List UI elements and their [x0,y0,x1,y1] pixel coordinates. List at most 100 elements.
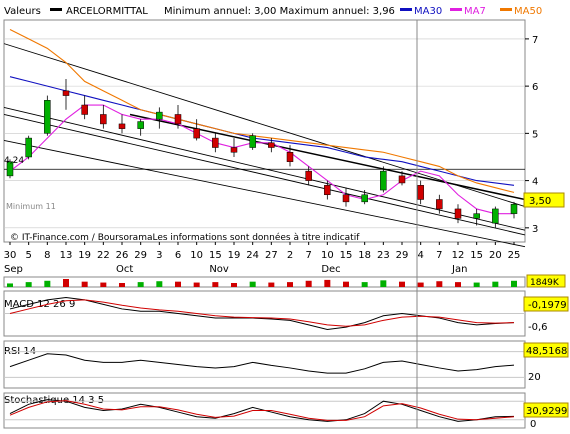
candle-body-24 [454,208,462,219]
ma-line-ma7 [9,104,514,215]
candle-body-15 [286,152,294,162]
rsi-value-box [523,342,569,358]
candle-body-18 [342,194,350,203]
stoch-value-box [523,402,569,418]
candle-body-6 [118,123,126,129]
volume-bar-1 [25,282,32,287]
candle-body-8 [156,111,163,120]
candle-body-17 [324,185,331,196]
volume-bar-12 [231,283,237,287]
candle-body-5 [100,114,107,125]
ma-line-ma30 [9,76,515,186]
candle-body-16 [305,170,312,181]
annual-minmax: Minimum annuel: 3,00 Maximum annuel: 3,9… [164,6,395,17]
macd-value: -0,1979 [528,300,567,311]
candle-body-13 [249,135,256,148]
candle-body-10 [193,128,200,139]
x-day-label-7: 29 [134,250,147,261]
x-day-label-23: 7 [436,250,442,261]
x-day-label-18: 15 [340,250,353,261]
volume-bar-24 [455,282,461,287]
rsi-line [9,353,515,374]
price-grid [4,38,525,229]
price-y-ticks: 3 4 5 6 7 [525,35,538,235]
x-month-label-1: Oct [116,264,133,275]
volume-bar-6 [119,283,125,287]
moving-averages [9,28,515,215]
annotation-4-24: 4,24 [4,156,24,166]
volume-bar-15 [287,282,293,287]
x-month-label-3: Dec [321,264,340,275]
x-day-label-8: 3 [156,250,162,261]
candle-body-1 [25,137,32,158]
stoch-d-line [9,400,515,421]
volume-bar-11 [212,282,219,287]
x-day-label-24: 12 [452,250,465,261]
volume-bar-10 [193,282,200,287]
candle-body-27 [510,203,518,214]
trendline-0 [3,43,526,208]
candles [6,79,518,228]
candle-body-25 [473,213,480,219]
rsi-lines [4,351,525,378]
rsi-tick: 20 [528,372,541,383]
x-day-label-11: 15 [209,250,222,261]
x-day-label-16: 7 [305,250,311,261]
volume-bar-16 [305,280,312,287]
x-day-label-2: 8 [44,250,50,261]
volume-bar-0 [7,283,13,287]
volume-bar-2 [44,280,51,287]
volume-bar-23 [436,281,443,287]
volume-bar-5 [100,282,107,287]
candle-body-26 [492,208,499,224]
x-day-label-20: 23 [377,250,390,261]
x-month-label-2: Nov [209,264,229,275]
volume-bar-3 [63,279,69,287]
macd-signal-line [9,299,515,327]
volume-bar-14 [268,282,275,287]
legend-label-0: MA30 [414,6,442,17]
candle-body-3 [62,90,70,96]
candle-body-22 [417,185,424,200]
x-day-label-1: 5 [25,250,31,261]
ma-line-ma50 [9,28,515,193]
trendline-3 [3,140,526,248]
x-day-label-25: 15 [470,250,483,261]
trendlines [3,43,526,248]
volume-bar-20 [380,280,387,287]
valeurs-label[interactable]: Valeurs [4,6,41,17]
candle-body-12 [230,147,238,153]
volume-bar-26 [492,281,499,287]
x-day-label-22: 4 [417,250,423,261]
price-tick-label-1: 4 [532,177,538,188]
volume-label: 1849K [530,278,560,288]
macd-title: MACD 12 26 9 [4,299,75,310]
x-month-label-4: Jan [451,264,467,275]
x-day-label-12: 19 [228,250,241,261]
price-tick-label-2: 5 [532,129,538,140]
x-axis: 30 5 8 13 19 22 26 29 3 6 10 15 19 24 27 2 7 10 15 18 23 29 4 7… [4,242,520,275]
last-price-label: 3,50 [529,196,551,207]
stoch-tick: 0 [530,419,536,430]
legend-label-1: MA7 [464,6,486,17]
stoch-value: 30,9299 [526,406,567,417]
last-price-box [523,192,565,208]
legend-swatch-1 [450,8,462,11]
trendline-1 [3,106,526,231]
volume-bars [7,279,517,287]
legend: MA30 MA7 MA50 [400,6,542,17]
legend-label-2: MA50 [514,6,542,17]
rsi-panel-frame [3,340,526,389]
x-day-label-17: 10 [321,250,334,261]
volume-bar-13 [249,281,256,287]
x-day-label-19: 18 [358,250,371,261]
volume-panel-frame [3,276,526,288]
price-tick-label-4: 7 [532,35,538,46]
x-day-label-0: 30 [4,250,17,261]
volume-bar-27 [511,280,517,287]
x-day-label-21: 29 [396,250,409,261]
x-day-label-3: 13 [60,250,73,261]
x-day-label-4: 19 [78,250,91,261]
